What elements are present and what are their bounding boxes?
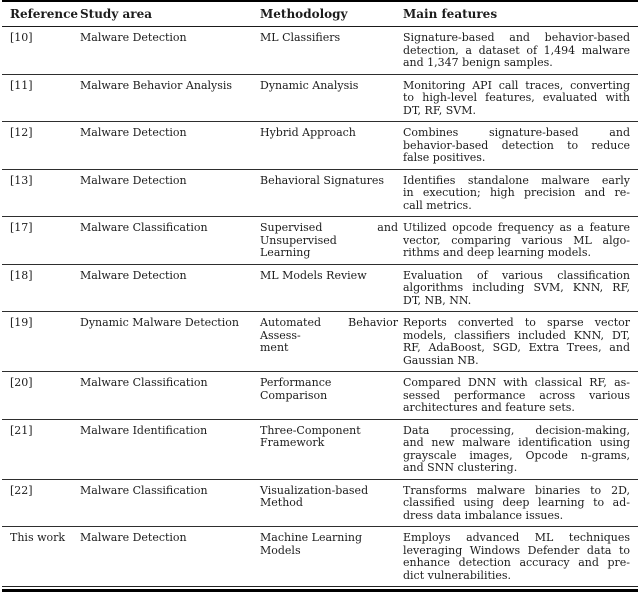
column-header-methodology: Methodology	[260, 1, 403, 27]
cell-study-area: Malware Detection	[80, 526, 260, 587]
cell-methodology: Automated Behavior Assess-ment	[260, 311, 403, 372]
cell-reference: [20]	[2, 371, 80, 420]
header-row: Reference Study area Methodology Main fe…	[2, 1, 638, 27]
cell-reference: [18]	[2, 264, 80, 312]
cell-study-area: Malware Classification	[80, 216, 260, 265]
cell-main-features: Identifies standalone malware early in ex…	[403, 169, 638, 217]
cell-reference: [12]	[2, 121, 80, 170]
cell-main-features: Reports converted to sparse vector models…	[403, 311, 638, 372]
cell-methodology: Three-Component Framework	[260, 419, 403, 480]
cell-study-area: Malware Detection	[80, 264, 260, 312]
cell-main-features: Combines signature-based and behavior-bas…	[403, 121, 638, 170]
cell-reference: [11]	[2, 74, 80, 122]
cell-main-features: Compared DNN with classical RF, as-sesse…	[403, 371, 638, 420]
table-row: [12] Malware Detection Hybrid Approach C…	[2, 121, 638, 170]
cell-main-features: Transforms malware binaries to 2D, classi…	[403, 479, 638, 527]
cell-study-area: Malware Classification	[80, 371, 260, 420]
cell-reference: [10]	[2, 26, 80, 75]
cell-main-features: Data processing, decision-making, and new…	[403, 419, 638, 480]
cell-methodology: ML Classifiers	[260, 26, 403, 75]
cell-reference: [17]	[2, 216, 80, 265]
cell-methodology: Performance Comparison	[260, 371, 403, 420]
table-row: [13] Malware Detection Behavioral Signat…	[2, 169, 638, 217]
cell-methodology: Machine Learning Models	[260, 526, 403, 587]
cell-methodology: Hybrid Approach	[260, 121, 403, 170]
cell-methodology: ML Models Review	[260, 264, 403, 312]
cell-main-features: Utilized opcode frequency as a feature ve…	[403, 216, 638, 265]
cell-main-features: Signature-based and behavior-based detect…	[403, 26, 638, 75]
cell-reference: This work	[2, 526, 80, 587]
cell-methodology: Behavioral Signatures	[260, 169, 403, 217]
cell-main-features: Employs advanced ML techniques leveraging…	[403, 526, 638, 587]
table-row: [17] Malware Classification Supervised a…	[2, 216, 638, 265]
cell-methodology: Supervised and Unsupervised Learning	[260, 216, 403, 265]
cell-reference: [21]	[2, 419, 80, 480]
column-header-main-features: Main features	[403, 1, 638, 27]
table-row: [20] Malware Classification Performance …	[2, 371, 638, 420]
cell-study-area: Malware Behavior Analysis	[80, 74, 260, 122]
column-header-study-area: Study area	[80, 1, 260, 27]
cell-study-area: Malware Classification	[80, 479, 260, 527]
table-row: [11] Malware Behavior Analysis Dynamic A…	[2, 74, 638, 122]
cell-study-area: Malware Detection	[80, 121, 260, 170]
cell-reference: [13]	[2, 169, 80, 217]
table-row: [10] Malware Detection ML Classifiers Si…	[2, 26, 638, 75]
cell-main-features: Monitoring API call traces, converting to…	[403, 74, 638, 122]
column-header-reference: Reference	[2, 1, 80, 27]
table-row: [21] Malware Identification Three-Compon…	[2, 419, 638, 480]
table-row: [19] Dynamic Malware Detection Automated…	[2, 311, 638, 372]
cell-study-area: Malware Detection	[80, 26, 260, 75]
table-row: This work Malware Detection Machine Lear…	[2, 526, 638, 587]
cell-methodology: Dynamic Analysis	[260, 74, 403, 122]
cell-reference: [22]	[2, 479, 80, 527]
table-row: [18] Malware Detection ML Models Review …	[2, 264, 638, 312]
cell-main-features: Evaluation of various classification algo…	[403, 264, 638, 312]
cell-study-area: Dynamic Malware Detection	[80, 311, 260, 372]
table-row: [22] Malware Classification Visualizatio…	[2, 479, 638, 527]
cell-reference: [19]	[2, 311, 80, 372]
cell-study-area: Malware Detection	[80, 169, 260, 217]
cell-methodology: Visualization-based Method	[260, 479, 403, 527]
cell-study-area: Malware Identification	[80, 419, 260, 480]
